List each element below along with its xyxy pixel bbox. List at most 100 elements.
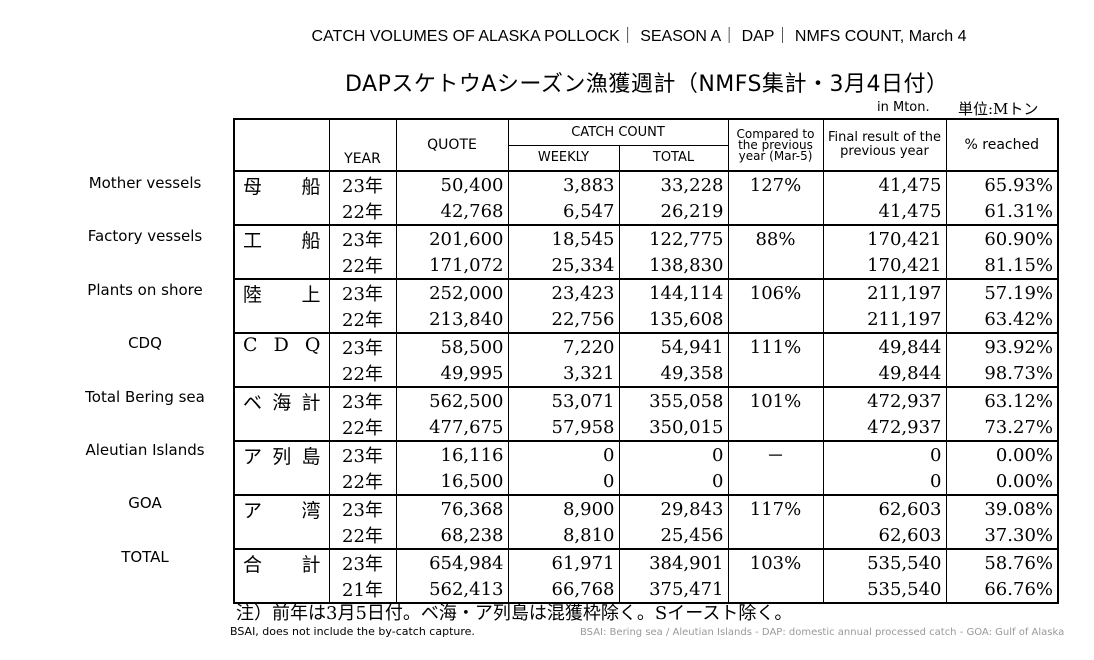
year-cell: 22年 (328, 252, 397, 279)
reached-cell: 58.76% (945, 548, 1059, 576)
row-label-en: Aleutian Islands (85, 441, 205, 459)
final-cell: 0 (822, 468, 947, 495)
year-cell: 23年 (328, 386, 397, 414)
table-row: 22年 68,238 8,810 25,456 62,603 37.30% (234, 522, 1059, 549)
row-label-jp: ベ海計 (233, 386, 330, 441)
compared-cell: 101% (727, 386, 824, 414)
reached-cell: 60.90% (945, 224, 1059, 252)
final-cell: 49,844 (822, 332, 947, 360)
row-label-en: CDQ (128, 334, 162, 353)
total-cell: 138,830 (618, 252, 729, 279)
weekly-cell: 3,321 (507, 360, 620, 387)
quote-cell: 58,500 (395, 332, 509, 360)
final-cell: 62,603 (822, 522, 947, 549)
total-cell: 350,015 (618, 414, 729, 441)
compared-cell: 117% (727, 494, 824, 522)
row-label-jp: ア 湾 (233, 494, 330, 549)
table-row: ア 湾 23年 76,368 8,900 29,843 117% 62,603 39.08% (233, 494, 1059, 549)
row-label-jp: 工 船 (233, 224, 330, 279)
final-cell: 170,421 (822, 252, 947, 279)
weekly-cell: 7,220 (507, 332, 620, 360)
year-cell: 21年 (328, 576, 397, 603)
final-cell: 62,603 (822, 494, 947, 522)
year-cell: 22年 (328, 414, 397, 441)
table-row: C D Q 23年 58,500 7,220 54,941 111% 49,844 93.92… (233, 332, 1059, 387)
quote-cell: 562,500 (395, 386, 509, 414)
total-cell: 0 (618, 468, 729, 495)
year-cell: 23年 (328, 548, 397, 576)
weekly-cell: 3,883 (507, 170, 620, 198)
row-label-jp: 合 計 (233, 548, 330, 603)
table-row: ア列島 23年 16,116 0 0 － 0 0.00% (233, 440, 1059, 495)
weekly-cell: 57,958 (507, 414, 620, 441)
quote-cell: 49,995 (395, 360, 509, 387)
row-label-en: Factory vessels (87, 227, 203, 246)
title: CATCH VOLUMES OF ALASKA POLLOCK｜ SEASON … (311, 28, 967, 45)
row-label-en: GOA (128, 494, 162, 513)
quote-cell: 201,600 (395, 224, 509, 252)
header-cell: % reached (945, 118, 1059, 172)
table-row: 工 船 23年 201,600 18,545 122,775 88% 170,421 60.9… (233, 224, 1059, 279)
year-cell: 22年 (328, 468, 397, 495)
total-cell: 54,941 (618, 332, 729, 360)
quote-cell: 171,072 (395, 252, 509, 279)
quote-cell: 68,238 (395, 522, 509, 549)
total-cell: 0 (618, 440, 729, 468)
total-cell: 25,456 (618, 522, 729, 549)
quote-cell: 50,400 (395, 170, 509, 198)
final-cell: 170,421 (822, 224, 947, 252)
weekly-cell: 22,756 (507, 306, 620, 333)
compared-cell (727, 306, 824, 333)
final-cell: 41,475 (822, 198, 947, 225)
table-row: 22年 213,840 22,756 135,608 211,197 63.42% (234, 306, 1059, 333)
year-cell: 23年 (328, 278, 397, 306)
final-cell: 0 (822, 440, 947, 468)
reached-cell: 0.00% (945, 440, 1059, 468)
year-cell: 23年 (328, 332, 397, 360)
year-cell: 23年 (328, 494, 397, 522)
compared-cell: 127% (727, 170, 824, 198)
compared-cell (727, 414, 824, 441)
reached-cell: 39.08% (945, 494, 1059, 522)
row-label-jp: 陸 上 (233, 278, 330, 333)
unit: in Mton. (877, 100, 930, 115)
compared-cell (727, 360, 824, 387)
quote-cell: 76,368 (395, 494, 509, 522)
catch-table: YEAR QUOTE CATCH COUNT Compared to the p… (233, 118, 1059, 604)
total-cell: 384,901 (618, 548, 729, 576)
reached-cell: 65.93% (945, 170, 1059, 198)
table-row: 母 船 23年 50,400 3,883 33,228 127% 41,475 65.93% (233, 170, 1059, 225)
compared-cell: 106% (727, 278, 824, 306)
table-row: 22年 171,072 25,334 138,830 170,421 81.15% (234, 252, 1059, 279)
header-cell: Compared to the previous year (Mar-5) (727, 118, 824, 172)
weekly-cell: 23,423 (507, 278, 620, 306)
reached-cell: 0.00% (945, 468, 1059, 495)
total-cell: 375,471 (618, 576, 729, 603)
compared-cell: 103% (727, 548, 824, 576)
table-row: 合 計 23年 654,984 61,971 384,901 103% 535,540 58.… (233, 548, 1059, 603)
weekly-cell: 25,334 (507, 252, 620, 279)
total-cell: 29,843 (618, 494, 729, 522)
row-label-en: Mother vessels (88, 174, 202, 192)
weekly-cell: 61,971 (507, 548, 620, 576)
compared-cell (727, 252, 824, 279)
legend-note: BSAI: Bering sea / Aleutian Islands - DA… (580, 627, 1065, 638)
table-row: 22年 16,500 0 0 0 0.00% (234, 468, 1059, 495)
reached-cell: 81.15% (945, 252, 1059, 279)
table-row: 22年 49,995 3,321 49,358 49,844 98.73% (234, 360, 1059, 387)
reached-cell: 61.31% (945, 198, 1059, 225)
quote-cell: 42,768 (395, 198, 509, 225)
reached-cell: 66.76% (945, 576, 1059, 603)
total-cell: 122,775 (618, 224, 729, 252)
header-cell: YEAR (328, 118, 397, 172)
table-row: 22年 477,675 57,958 350,015 472,937 73.27% (234, 414, 1059, 441)
quote-cell: 16,500 (395, 468, 509, 495)
header-cell: QUOTE (395, 118, 509, 172)
compared-cell (727, 198, 824, 225)
quote-cell: 562,413 (395, 576, 509, 603)
footnote: 注）前年は3月5日付。ベ海・ア列島は混獲枠除く。Sイースト除く。 (236, 603, 793, 624)
weekly-cell: 8,810 (507, 522, 620, 549)
weekly-cell: 8,900 (507, 494, 620, 522)
final-cell: 41,475 (822, 170, 947, 198)
